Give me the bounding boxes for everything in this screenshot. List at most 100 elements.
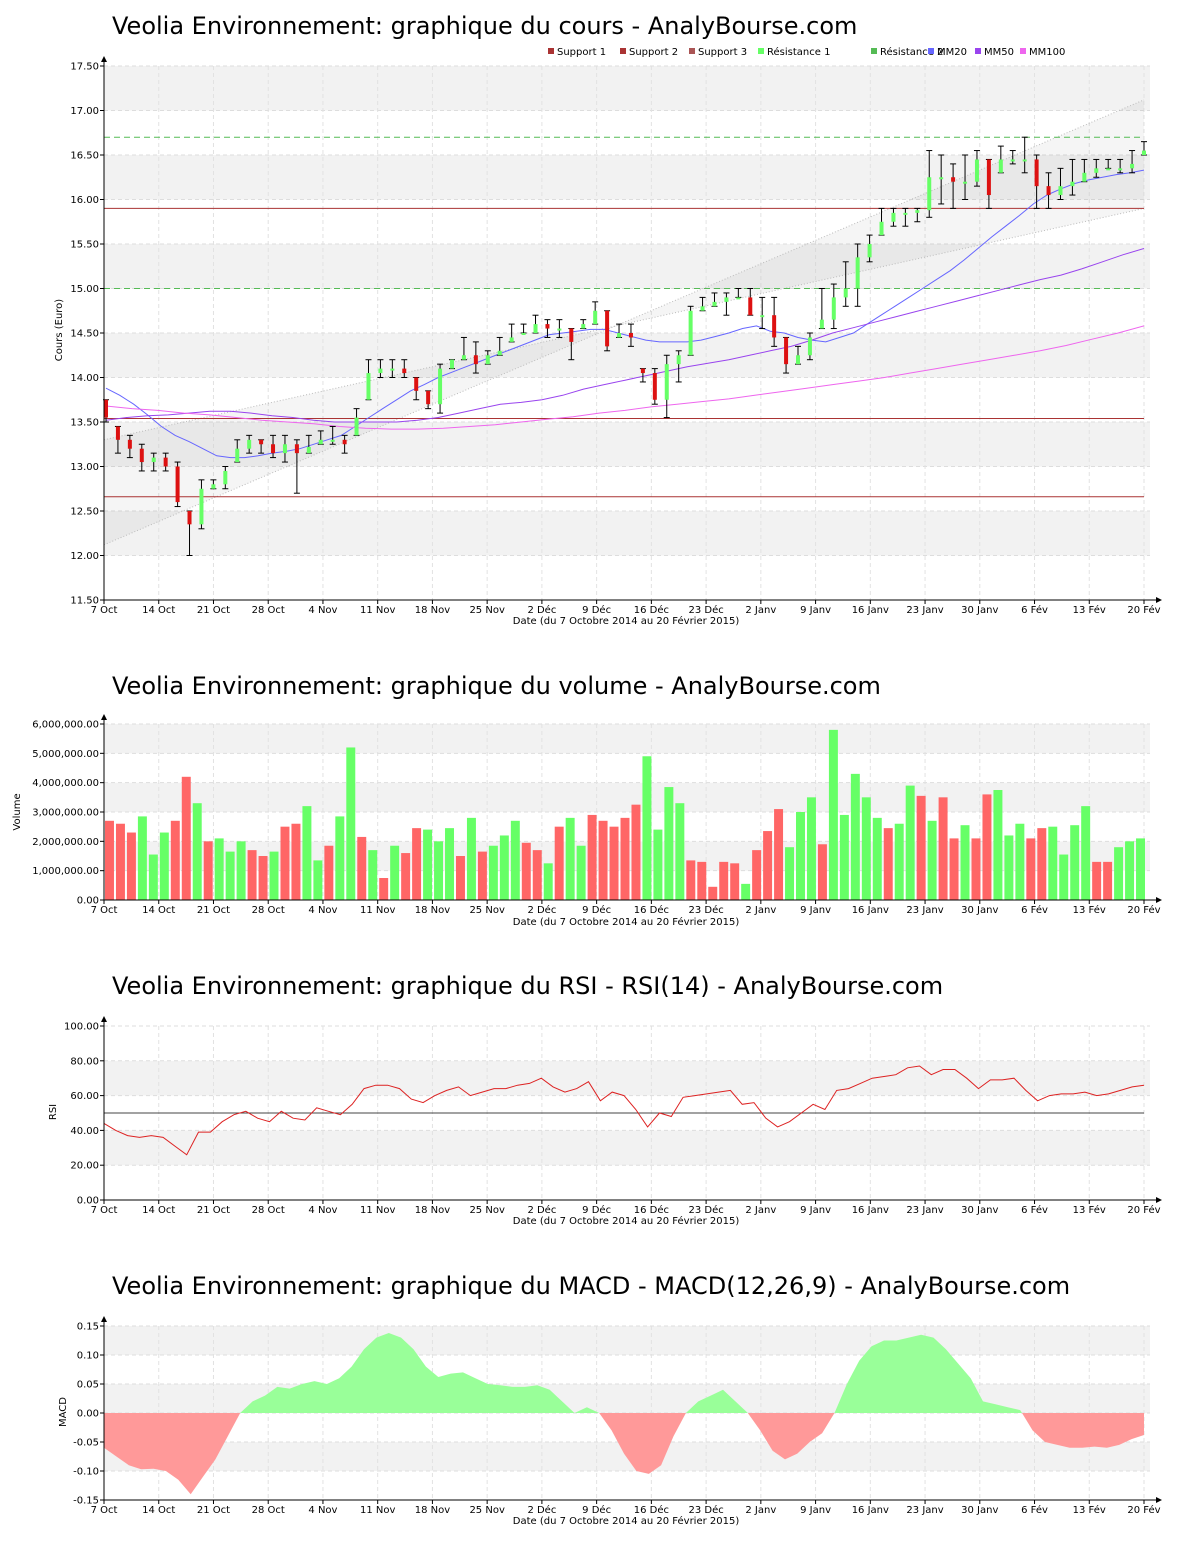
volume-bar-down <box>291 823 301 900</box>
rsi-line <box>103 1065 1145 1156</box>
volume-bar-down <box>247 850 257 900</box>
rsi-ytick-label: 20.00 <box>70 1161 99 1172</box>
price-overlays <box>103 99 1145 546</box>
volume-bar-down <box>126 832 136 900</box>
volume-bar-up <box>214 838 224 900</box>
candle-up <box>855 257 860 289</box>
volume-bar-up <box>434 841 444 900</box>
volume-bar-down <box>357 836 367 900</box>
rsi-x-label: Date (du 7 Octobre 2014 au 20 Février 20… <box>513 1215 740 1227</box>
candle-down <box>628 333 633 338</box>
rsi-x-arrow <box>1156 1197 1162 1203</box>
candle-up <box>521 333 526 335</box>
macd-band <box>104 1355 1150 1384</box>
rsi-chart-title: Veolia Environnement: graphique du RSI -… <box>112 972 943 1000</box>
volume-bar-up <box>576 845 586 900</box>
price-ytick-label: 12.00 <box>70 551 99 562</box>
volume-bar-up <box>1125 841 1135 900</box>
mm100-line <box>105 325 1145 430</box>
volume-bar-up <box>1004 835 1014 900</box>
volume-bar-up <box>499 835 509 900</box>
macd-area <box>104 1333 1144 1495</box>
volume-y-label: Volume <box>12 793 23 830</box>
candle-up <box>1142 150 1146 155</box>
macd-ytick-label: -0.15 <box>73 1496 99 1507</box>
price-xtick-label: 6 Fév <box>1021 604 1048 616</box>
price-legend: Support 1 Support 2 Support 3 Résistance 1 R… <box>548 46 1065 58</box>
volume-ytick-label: 3,000,000.00 <box>32 808 99 819</box>
candle-down <box>342 439 347 445</box>
volume-bar-down <box>401 853 411 900</box>
volume-bar-up <box>335 816 345 900</box>
price-band <box>104 466 1150 511</box>
volume-bar-up <box>159 832 169 900</box>
candle-up <box>485 355 490 365</box>
volume-ytick-label: 4,000,000.00 <box>32 778 99 789</box>
volume-bar-up <box>1114 847 1124 900</box>
volume-bar-up <box>839 814 849 900</box>
volume-xtick-label: 4 Nov <box>308 905 337 916</box>
candle-down <box>127 439 132 449</box>
legend-swatch <box>975 48 981 54</box>
rsi-xtick-label: 28 Oct <box>252 1205 285 1216</box>
volume-bar-down <box>203 841 213 900</box>
macd-negative-area <box>104 1413 241 1495</box>
volume-xtick-label: 14 Oct <box>142 905 175 916</box>
legend-label: MM20 <box>937 47 967 58</box>
macd-xtick-label: 21 Oct <box>197 1505 230 1516</box>
price-ytick-label: 11.50 <box>70 596 99 607</box>
candle-up <box>378 368 383 374</box>
candle-up <box>760 315 765 318</box>
volume-xtick-label: 7 Oct <box>91 905 118 916</box>
volume-bar-up <box>488 845 498 900</box>
price-xtick-label: 2 Janv <box>745 605 776 616</box>
legend-label: MM100 <box>1029 47 1065 58</box>
candle-up <box>366 373 371 400</box>
candle-down <box>986 159 991 196</box>
volume-bar-down <box>1103 861 1113 900</box>
price-xtick-label: 30 Janv <box>961 605 998 616</box>
macd-xtick-label: 9 Déc <box>582 1504 611 1516</box>
rsi-band <box>104 1026 1150 1061</box>
volume-bar-down <box>817 844 827 900</box>
macd-x-arrow <box>1156 1497 1162 1503</box>
legend-label: Support 2 <box>629 47 678 58</box>
candle-up <box>688 310 693 356</box>
volume-bar-down <box>532 850 542 900</box>
volume-bar-up <box>302 806 312 900</box>
candle-up <box>712 301 717 307</box>
volume-xtick-label: 6 Fév <box>1021 904 1048 916</box>
candle-up <box>676 355 681 365</box>
volume-bar-up <box>796 812 805 900</box>
rsi-xtick-label: 9 Janv <box>800 1205 831 1216</box>
candle-down <box>104 399 108 418</box>
rsi-xtick-label: 30 Janv <box>961 1205 998 1216</box>
volume-bar-up <box>346 747 356 900</box>
macd-positive-area <box>240 1333 600 1413</box>
volume-bar-down <box>280 826 290 900</box>
volume-x-label: Date (du 7 Octobre 2014 au 20 Février 20… <box>513 916 740 928</box>
rsi-y-arrow <box>101 1016 107 1022</box>
legend-swatch <box>620 48 626 54</box>
price-x-label: Date (du 7 Octobre 2014 au 20 Février 20… <box>513 615 740 627</box>
volume-bar-down <box>1037 828 1047 900</box>
price-xtick-label: 11 Nov <box>360 605 396 616</box>
price-band <box>104 244 1150 289</box>
volume-xtick-label: 25 Nov <box>469 905 505 916</box>
candle-up <box>1070 181 1075 187</box>
rsi-xtick-label: 16 Déc <box>634 1204 669 1216</box>
volume-bar-down <box>379 878 389 900</box>
candle-up <box>903 212 908 215</box>
volume-chart-title: Veolia Environnement: graphique du volum… <box>112 672 881 700</box>
volume-bar-up <box>1015 823 1025 900</box>
rsi-ytick-label: 40.00 <box>70 1126 99 1137</box>
price-ytick-label: 15.00 <box>70 284 99 295</box>
price-band <box>104 288 1150 333</box>
price-channel-upper <box>103 99 1145 546</box>
volume-bar-down <box>609 826 619 900</box>
volume-xtick-label: 23 Déc <box>688 904 723 916</box>
price-plot-area <box>104 66 1150 600</box>
candle-up <box>557 328 562 331</box>
volume-bar-down <box>554 826 564 900</box>
volume-bar-up <box>785 847 795 900</box>
